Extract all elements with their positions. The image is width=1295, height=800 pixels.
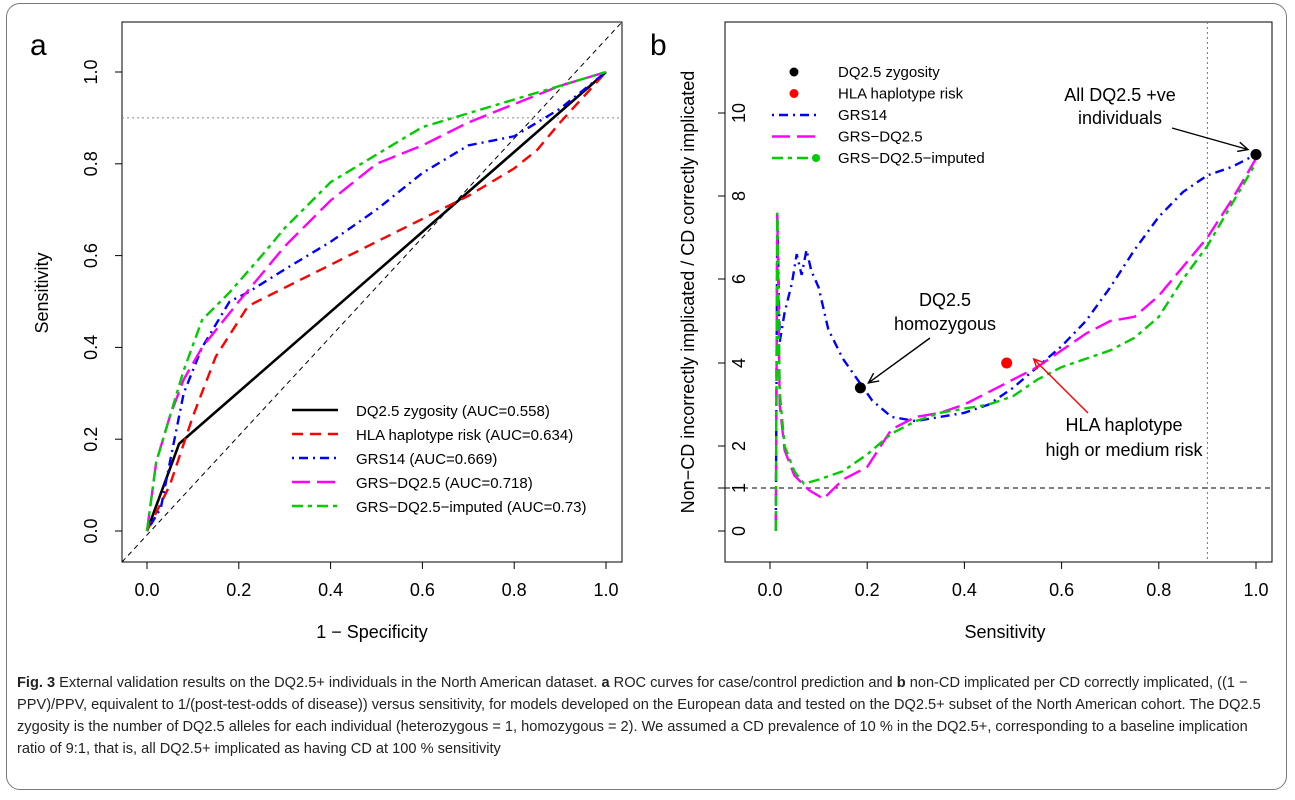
- caption-text-3: non-CD implicated per CD correctly impli…: [17, 675, 1261, 757]
- panel-b-x-tick-label: 0.6: [1049, 580, 1074, 600]
- panel-b-annotation-text: homozygous: [894, 314, 996, 334]
- figure-caption: Fig. 3 External validation results on th…: [17, 672, 1279, 760]
- panel-a-series-line: [145, 70, 607, 532]
- panel-a-series-line: [145, 71, 607, 532]
- panel-b-legend-label: GRS−DQ2.5: [838, 129, 923, 146]
- panel-b-series-line: [774, 153, 1257, 532]
- panel-a-legend-label: DQ2.5 zygosity (AUC=0.558): [356, 403, 550, 420]
- panel-b-data-point: [1001, 357, 1013, 369]
- panel-a-series-line: [145, 71, 607, 532]
- panel-b-x-tick-label: 0.0: [757, 580, 782, 600]
- panel-b-annotation-arrowhead: [1237, 141, 1250, 153]
- panel-a-y-tick-label: 0.2: [81, 427, 101, 452]
- panel-b-y-tick-label: 4: [729, 358, 749, 368]
- panel-b-y-axis-label: Non−CD incorrectly implicated / CD corre…: [678, 71, 698, 514]
- panel-a-x-tick-label: 0.2: [226, 580, 251, 600]
- panel-a-legend-label: HLA haplotype risk (AUC=0.634): [356, 427, 573, 444]
- figure-frame: [6, 3, 1287, 790]
- panel-a: a 0.0 0.2 0.4 0.6 0.8 1.0 0.0 0.2 0.4 0.6 0.8 1.0 1 −…: [30, 21, 623, 642]
- panel-a-plot-box: [121, 21, 623, 563]
- panel-a-y-tick-label: 0.8: [81, 151, 101, 176]
- panel-b-legend-label: GRS−DQ2.5−imputed: [838, 150, 985, 167]
- panel-b-legend-label: HLA haplotype risk: [838, 86, 964, 103]
- panel-b-annotation-text: HLA haplotype: [1065, 415, 1182, 435]
- panel-b-y-tick-label: 2: [729, 441, 749, 451]
- panel-b-annotation-text: individuals: [1078, 108, 1162, 128]
- panel-b-legend-marker: [789, 89, 799, 98]
- panel-a-x-tick-label: 0.4: [318, 580, 343, 600]
- caption-panel-b: b: [896, 675, 906, 691]
- caption-panel-a: a: [601, 675, 610, 691]
- panel-a-y-tick-label: 0.4: [81, 335, 101, 360]
- panel-a-x-tick-label: 0.6: [410, 580, 435, 600]
- caption-text-2: ROC curves for case/control prediction a…: [609, 675, 897, 691]
- panel-b-label: b: [650, 29, 667, 62]
- panel-b-y-tick-label: 8: [729, 191, 749, 201]
- panel-b-annotation-arrow: [1171, 127, 1249, 151]
- panel-b-data-point: [854, 382, 866, 394]
- panel-b: b0.0 0.2 0.4 0.6 0.8 1.001246810SensitivityNo…: [650, 21, 1273, 642]
- panel-a-x-tick-label: 1.0: [593, 580, 618, 600]
- panel-b-x-tick-label: 1.0: [1243, 580, 1268, 600]
- panel-b-x-axis-label: Sensitivity: [964, 622, 1045, 642]
- panel-a-y-tick-label: 0.0: [81, 518, 101, 543]
- panel-b-annotation-arrowhead: [867, 372, 880, 384]
- panel-b-series-line: [774, 162, 1258, 532]
- panel-a-y-tick-label: 0.6: [81, 243, 101, 268]
- panel-b-x-tick-label: 0.8: [1146, 580, 1171, 600]
- panel-a-y-axis-label: Sensitivity: [32, 252, 52, 333]
- panel-b-annotation-text: All DQ2.5 +ve: [1064, 85, 1176, 105]
- panel-a-diagonal-reference: [121, 21, 623, 563]
- panel-a-legend-label: GRS−DQ2.5−imputed (AUC=0.73): [356, 499, 587, 516]
- panel-b-y-tick-label: 10: [729, 103, 749, 123]
- panel-a-legend-label: GRS14 (AUC=0.669): [356, 451, 497, 468]
- panel-b-annotation-text: high or medium risk: [1045, 440, 1203, 460]
- panel-b-annotation-arrow: [1033, 358, 1089, 414]
- panel-a-label: a: [30, 29, 47, 62]
- panel-b-x-tick-label: 0.2: [855, 580, 880, 600]
- panel-b-y-tick-label: 0: [729, 526, 749, 536]
- panel-a-x-tick-label: 0.8: [502, 580, 527, 600]
- panel-b-x-tick-label: 0.4: [952, 580, 977, 600]
- panel-a-legend-label: GRS−DQ2.5 (AUC=0.718): [356, 475, 533, 492]
- panel-b-legend-marker: [789, 67, 799, 77]
- panel-b-data-point: [1250, 149, 1262, 160]
- caption-text-1: External validation results on the DQ2.5…: [55, 675, 602, 691]
- panel-b-legend-label: DQ2.5 zygosity: [838, 64, 940, 81]
- panel-b-series-line: [774, 157, 1258, 532]
- panel-a-y-tick-label: 1.0: [81, 59, 101, 84]
- panel-b-annotation-arrow: [867, 337, 931, 384]
- panel-b-annotation-text: DQ2.5: [919, 290, 971, 310]
- panel-b-legend-marker: [812, 154, 820, 162]
- caption-fig-label: Fig. 3: [17, 675, 56, 691]
- panel-b-legend-label: GRS14: [838, 107, 887, 124]
- panel-a-x-axis-label: 1 − Specificity: [316, 622, 428, 642]
- panel-a-series-line: [145, 71, 607, 532]
- panel-b-plot-box: [724, 21, 1273, 563]
- panel-b-annotation-arrowhead: [1032, 357, 1045, 370]
- panel-b-y-tick-label: 6: [729, 274, 749, 284]
- panel-a-x-tick-label: 0.0: [134, 580, 159, 600]
